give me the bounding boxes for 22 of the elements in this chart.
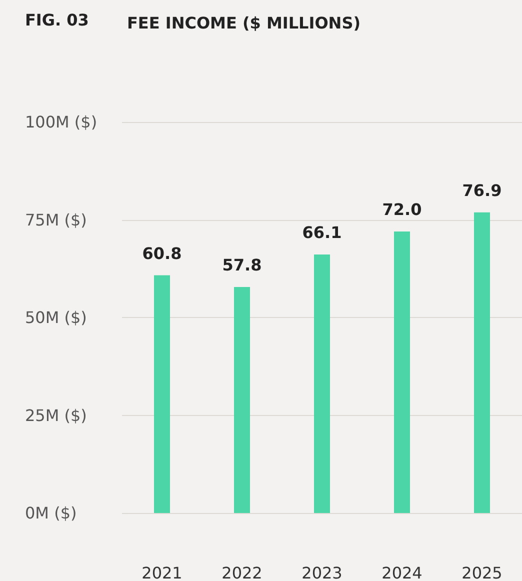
- data-label: 57.8: [222, 256, 262, 274]
- y-tick-label: 100M ($): [25, 112, 98, 132]
- bar: [314, 254, 330, 513]
- x-tick-label: 2022: [222, 564, 262, 581]
- y-tick-label: 75M ($): [25, 210, 87, 230]
- x-tick-label: 2025: [462, 564, 502, 581]
- bar: [394, 231, 410, 513]
- chart-title: FEE INCOME ($ MILLIONS): [127, 14, 361, 32]
- data-label: 60.8: [142, 244, 182, 263]
- y-tick-label: 25M ($): [25, 406, 87, 425]
- y-tick-label: 50M ($): [25, 308, 87, 327]
- data-label: 72.0: [382, 200, 422, 219]
- bar: [234, 287, 250, 513]
- data-label: 66.1: [302, 223, 342, 242]
- x-tick-label: 2021: [142, 564, 182, 581]
- data-label: 76.9: [462, 180, 502, 200]
- bar: [474, 212, 490, 513]
- x-tick-label: 2023: [302, 564, 342, 581]
- caption: FIG. 03: [25, 10, 89, 30]
- y-tick-label: 0M ($): [25, 504, 77, 522]
- bar: [154, 275, 170, 513]
- x-tick-label: 2024: [382, 564, 422, 581]
